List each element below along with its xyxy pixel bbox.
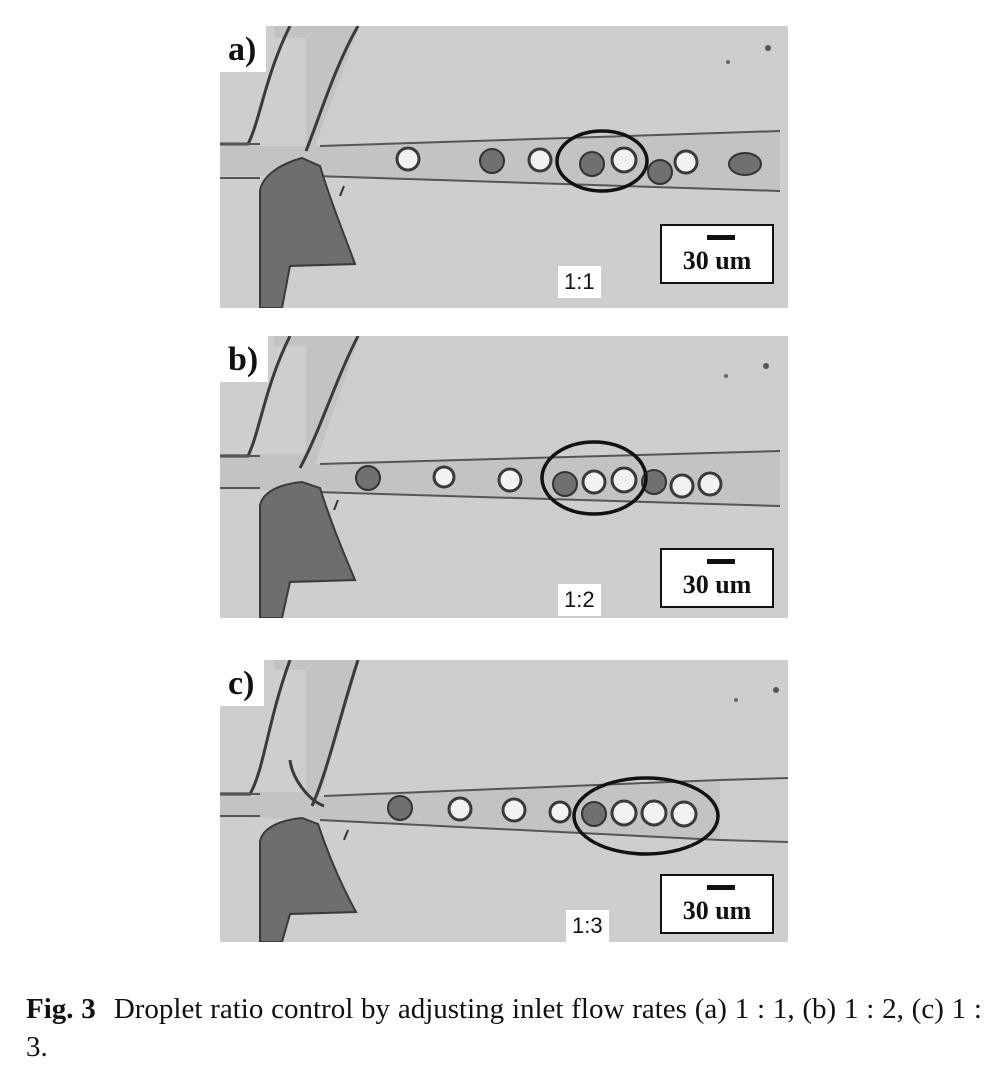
caption-text: Droplet ratio control by adjusting inlet… (26, 993, 982, 1063)
scale-bar (707, 559, 735, 564)
scale-bar (707, 235, 735, 240)
scale-bar-box: 30 um (660, 548, 774, 608)
figure-caption: Fig. 3 Droplet ratio control by adjusting… (26, 990, 982, 1066)
scale-bar (707, 885, 735, 890)
panel-label: a) (220, 26, 267, 72)
scale-bar-box: 30 um (660, 874, 774, 934)
figure-panel-c: c) 1:3 30 um (220, 660, 788, 942)
scale-bar-label: 30 um (682, 570, 752, 599)
ratio-label: 1:1 (558, 266, 601, 298)
figure-panel-b: b) 1:2 30 um (220, 336, 788, 618)
figure-panel-a: a) 1:1 30 um (220, 26, 788, 308)
figure-number: Fig. 3 (26, 993, 96, 1025)
ratio-label: 1:2 (558, 584, 601, 616)
ratio-label: 1:3 (566, 910, 609, 942)
panel-label: c) (220, 660, 265, 706)
scale-bar-box: 30 um (660, 224, 774, 284)
micrograph-b (220, 336, 788, 618)
scale-bar-label: 30 um (682, 246, 752, 275)
panel-label: b) (220, 336, 269, 382)
scale-bar-label: 30 um (682, 896, 752, 925)
micrograph-a (220, 26, 788, 308)
